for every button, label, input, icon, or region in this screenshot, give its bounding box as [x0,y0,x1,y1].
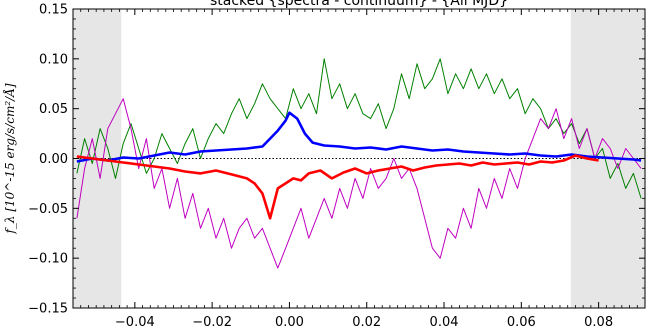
x-tick-label: 0.06 [507,315,536,330]
x-tick-label: 0.00 [275,315,304,330]
masked-regions [73,9,645,308]
plot-frame [72,8,646,309]
y-tick-label: −0.05 [28,202,68,217]
series-line-3 [76,154,599,220]
y-tick-label: 0.00 [39,152,68,167]
axis-ticks: −0.04 −0.02 0.00 0.02 0.04 0.06 0.08 −0.15 −0.10… [28,3,646,330]
y-tick-label: 0.05 [39,102,68,117]
series-line-2 [76,111,642,163]
y-axis-label: f_λ [10^-15 erg/s/cm²/Å] [2,83,17,234]
chart-title: stacked {spectra - continuum} - {All MJD… [210,0,508,9]
series-line-1 [76,98,642,269]
y-tick-label: 0.10 [39,52,68,67]
y-tick-label: −0.15 [28,302,68,317]
x-tick-label: 0.04 [430,315,459,330]
series-line-0 [76,58,642,199]
series-lines [76,58,642,269]
x-tick-label: −0.02 [192,315,232,330]
x-tick-label: −0.04 [115,315,155,330]
x-tick-label: 0.08 [584,315,613,330]
y-tick-label: 0.15 [39,3,68,18]
y-tick-label: −0.10 [28,252,68,267]
x-tick-label: 0.02 [352,315,381,330]
